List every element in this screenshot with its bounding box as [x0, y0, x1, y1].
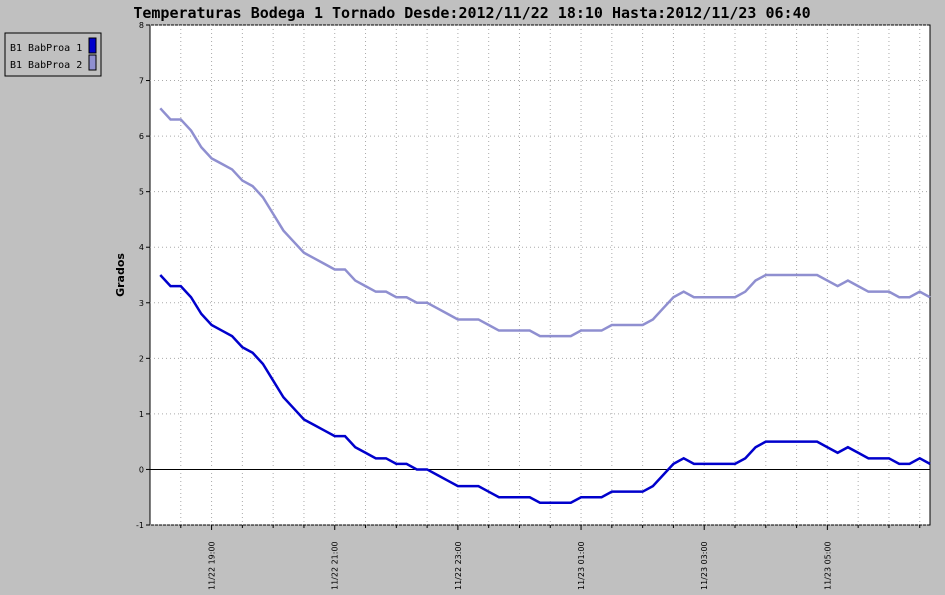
y-tick-label: 0 — [139, 465, 144, 474]
x-tick-label: 11/23 03:00 — [700, 541, 709, 590]
y-tick-label: 3 — [139, 299, 144, 308]
y-tick-label: 6 — [139, 132, 144, 141]
y-tick-label: 7 — [139, 77, 144, 86]
y-tick-label: 4 — [139, 243, 144, 252]
legend-swatch — [88, 54, 97, 71]
y-tick-label: 1 — [139, 410, 144, 419]
x-tick-label: 11/22 21:00 — [331, 541, 340, 590]
y-axis-label: Grados — [114, 253, 127, 297]
legend-swatch — [88, 37, 97, 54]
x-tick-label: 11/22 23:00 — [454, 541, 463, 590]
chart-title: Temperaturas Bodega 1 Tornado Desde:2012… — [133, 4, 810, 22]
legend-label: B1 BabProa 2 — [10, 60, 82, 71]
y-tick-label: 8 — [139, 21, 144, 30]
x-tick-label: 11/23 05:00 — [823, 541, 832, 590]
legend — [4, 32, 102, 77]
x-tick-label: 11/23 01:00 — [577, 541, 586, 590]
legend-label: B1 BabProa 1 — [10, 43, 82, 54]
series-line — [159, 107, 931, 338]
y-tick-label: -1 — [136, 521, 144, 530]
series-line — [159, 274, 931, 505]
x-tick-label: 11/22 19:00 — [208, 541, 217, 590]
y-tick-label: 2 — [139, 354, 144, 363]
y-tick-label: 5 — [139, 188, 144, 197]
